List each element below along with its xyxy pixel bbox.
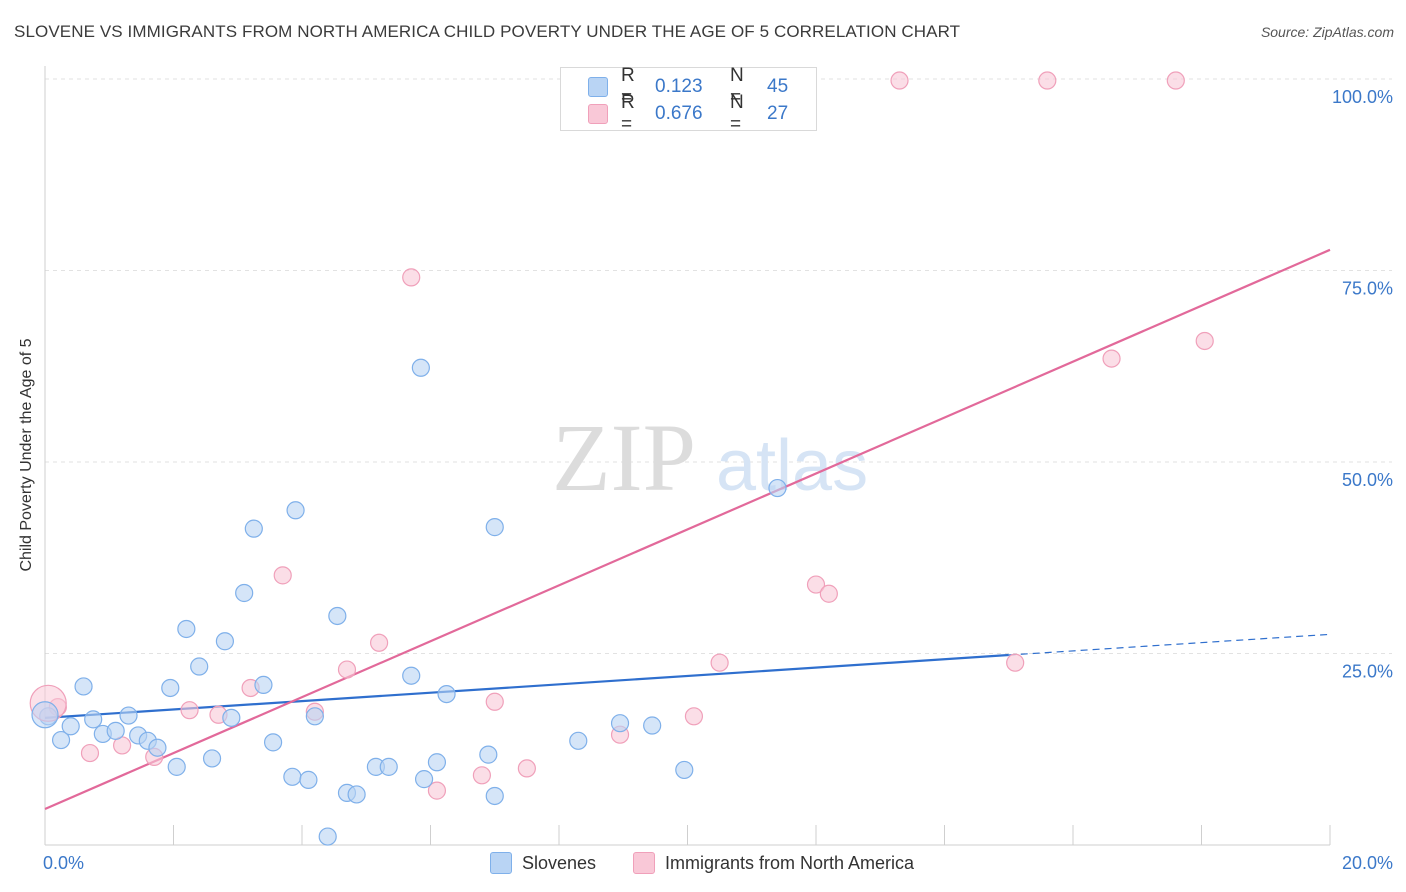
slovene-point	[84, 710, 103, 729]
legend-r-label: R =	[621, 92, 635, 135]
legend-swatch-blue	[588, 77, 608, 97]
immigrant-point	[370, 633, 389, 652]
immigrant-point	[1006, 653, 1025, 672]
slovene-cluster-point	[31, 701, 59, 729]
slovene-point	[244, 519, 263, 538]
slovene-point	[402, 666, 421, 685]
slovene-point	[119, 706, 138, 725]
y-tick-label: 75.0%	[1342, 279, 1393, 299]
immigrant-point	[819, 584, 838, 603]
immigrant-point	[273, 566, 292, 585]
chart-title: SLOVENE VS IMMIGRANTS FROM NORTH AMERICA…	[14, 22, 961, 41]
legend-r-value: 0.676	[655, 103, 703, 124]
immigrant-trend-line	[44, 248, 1331, 811]
legend-r-label: R =	[621, 65, 635, 108]
slovene-trend-extension	[1008, 633, 1331, 656]
series-legend-slovenes[interactable]: Slovenes	[490, 852, 596, 874]
slovene-point	[299, 770, 318, 789]
slovene-point	[61, 717, 80, 736]
data-points	[29, 71, 1214, 846]
slovene-point	[347, 785, 366, 804]
slovene-point	[411, 358, 430, 377]
immigrant-point	[710, 653, 729, 672]
slovene-point	[318, 827, 337, 846]
watermark: ZIP atlas	[552, 404, 868, 511]
slovene-point	[177, 619, 196, 639]
watermark-zip: ZIP	[552, 404, 696, 511]
tick-labels: 25.0% 50.0% 75.0% 100.0% 0.0% 20.0%	[43, 87, 1393, 873]
immigrant-point	[1195, 331, 1214, 351]
slovene-point	[202, 749, 222, 768]
legend-n-value: 27	[767, 103, 789, 124]
slovene-trend-line	[44, 653, 1009, 719]
grid-lines	[45, 78, 1392, 654]
y-tick-label: 50.0%	[1342, 470, 1393, 490]
slovene-point	[643, 716, 662, 735]
slovene-point	[51, 730, 71, 750]
immigrant-point	[890, 71, 909, 90]
slovene-point	[485, 518, 504, 537]
slovene-point	[161, 678, 180, 698]
slovene-point	[414, 770, 434, 789]
slovene-point	[610, 714, 630, 733]
immigrant-point	[1102, 349, 1121, 368]
legend-r-value: 0.123	[655, 76, 703, 97]
correlation-legend: R = 0.123 N = 45 R = 0.676 N = 27	[560, 65, 817, 135]
slovene-point	[768, 478, 787, 498]
slovene-point	[254, 675, 273, 695]
trend-lines	[44, 248, 1331, 811]
immigrant-point	[806, 575, 826, 594]
immigrant-point	[472, 766, 491, 785]
series-swatch-blue	[490, 852, 512, 874]
immigrant-point	[517, 759, 536, 778]
series-label-slovenes: Slovenes	[522, 852, 597, 873]
axes	[44, 66, 1331, 846]
y-tick-label: 100.0%	[1332, 87, 1393, 107]
slovene-point	[427, 753, 447, 772]
source-label: Source: ZipAtlas.com	[1260, 24, 1394, 40]
slovene-point	[328, 606, 347, 626]
immigrant-point	[1166, 71, 1185, 90]
immigrant-point	[1038, 71, 1057, 90]
slovene-point	[286, 501, 305, 520]
slovene-point	[235, 583, 254, 603]
slovene-point	[148, 738, 167, 757]
slovene-point	[305, 707, 324, 726]
slovene-point	[569, 731, 588, 750]
legend-n-value: 45	[767, 76, 789, 97]
x-tick-label: 20.0%	[1342, 853, 1393, 873]
slovene-point	[485, 786, 504, 806]
slovene-point	[167, 757, 186, 776]
slovene-point	[379, 757, 398, 776]
legend-n-label: N =	[730, 92, 744, 135]
slovene-point	[479, 745, 498, 764]
slovene-point	[437, 684, 456, 704]
slovene-point	[675, 760, 694, 780]
legend-swatch-pink	[588, 104, 608, 124]
x-tick-label: 0.0%	[43, 853, 84, 873]
slovene-point	[74, 677, 93, 696]
immigrant-point	[485, 692, 504, 711]
immigrant-point	[80, 743, 100, 763]
immigrant-point	[684, 707, 704, 726]
immigrant-point	[402, 268, 421, 287]
slovene-point	[263, 733, 283, 752]
slovene-point	[190, 657, 209, 676]
slovene-point	[215, 632, 234, 651]
slovene-point	[106, 721, 125, 740]
series-label-immigrants: Immigrants from North America	[665, 852, 915, 873]
watermark-atlas: atlas	[716, 426, 868, 506]
slovene-point	[222, 708, 241, 727]
legend-n-label: N =	[730, 65, 744, 108]
immigrant-point	[427, 781, 447, 800]
slovene-point	[283, 767, 302, 786]
immigrant-point	[180, 701, 199, 720]
y-tick-label: 25.0%	[1342, 662, 1393, 682]
series-legend-immigrants[interactable]: Immigrants from North America	[633, 852, 914, 874]
immigrant-point	[337, 660, 357, 679]
series-swatch-pink	[633, 852, 655, 874]
